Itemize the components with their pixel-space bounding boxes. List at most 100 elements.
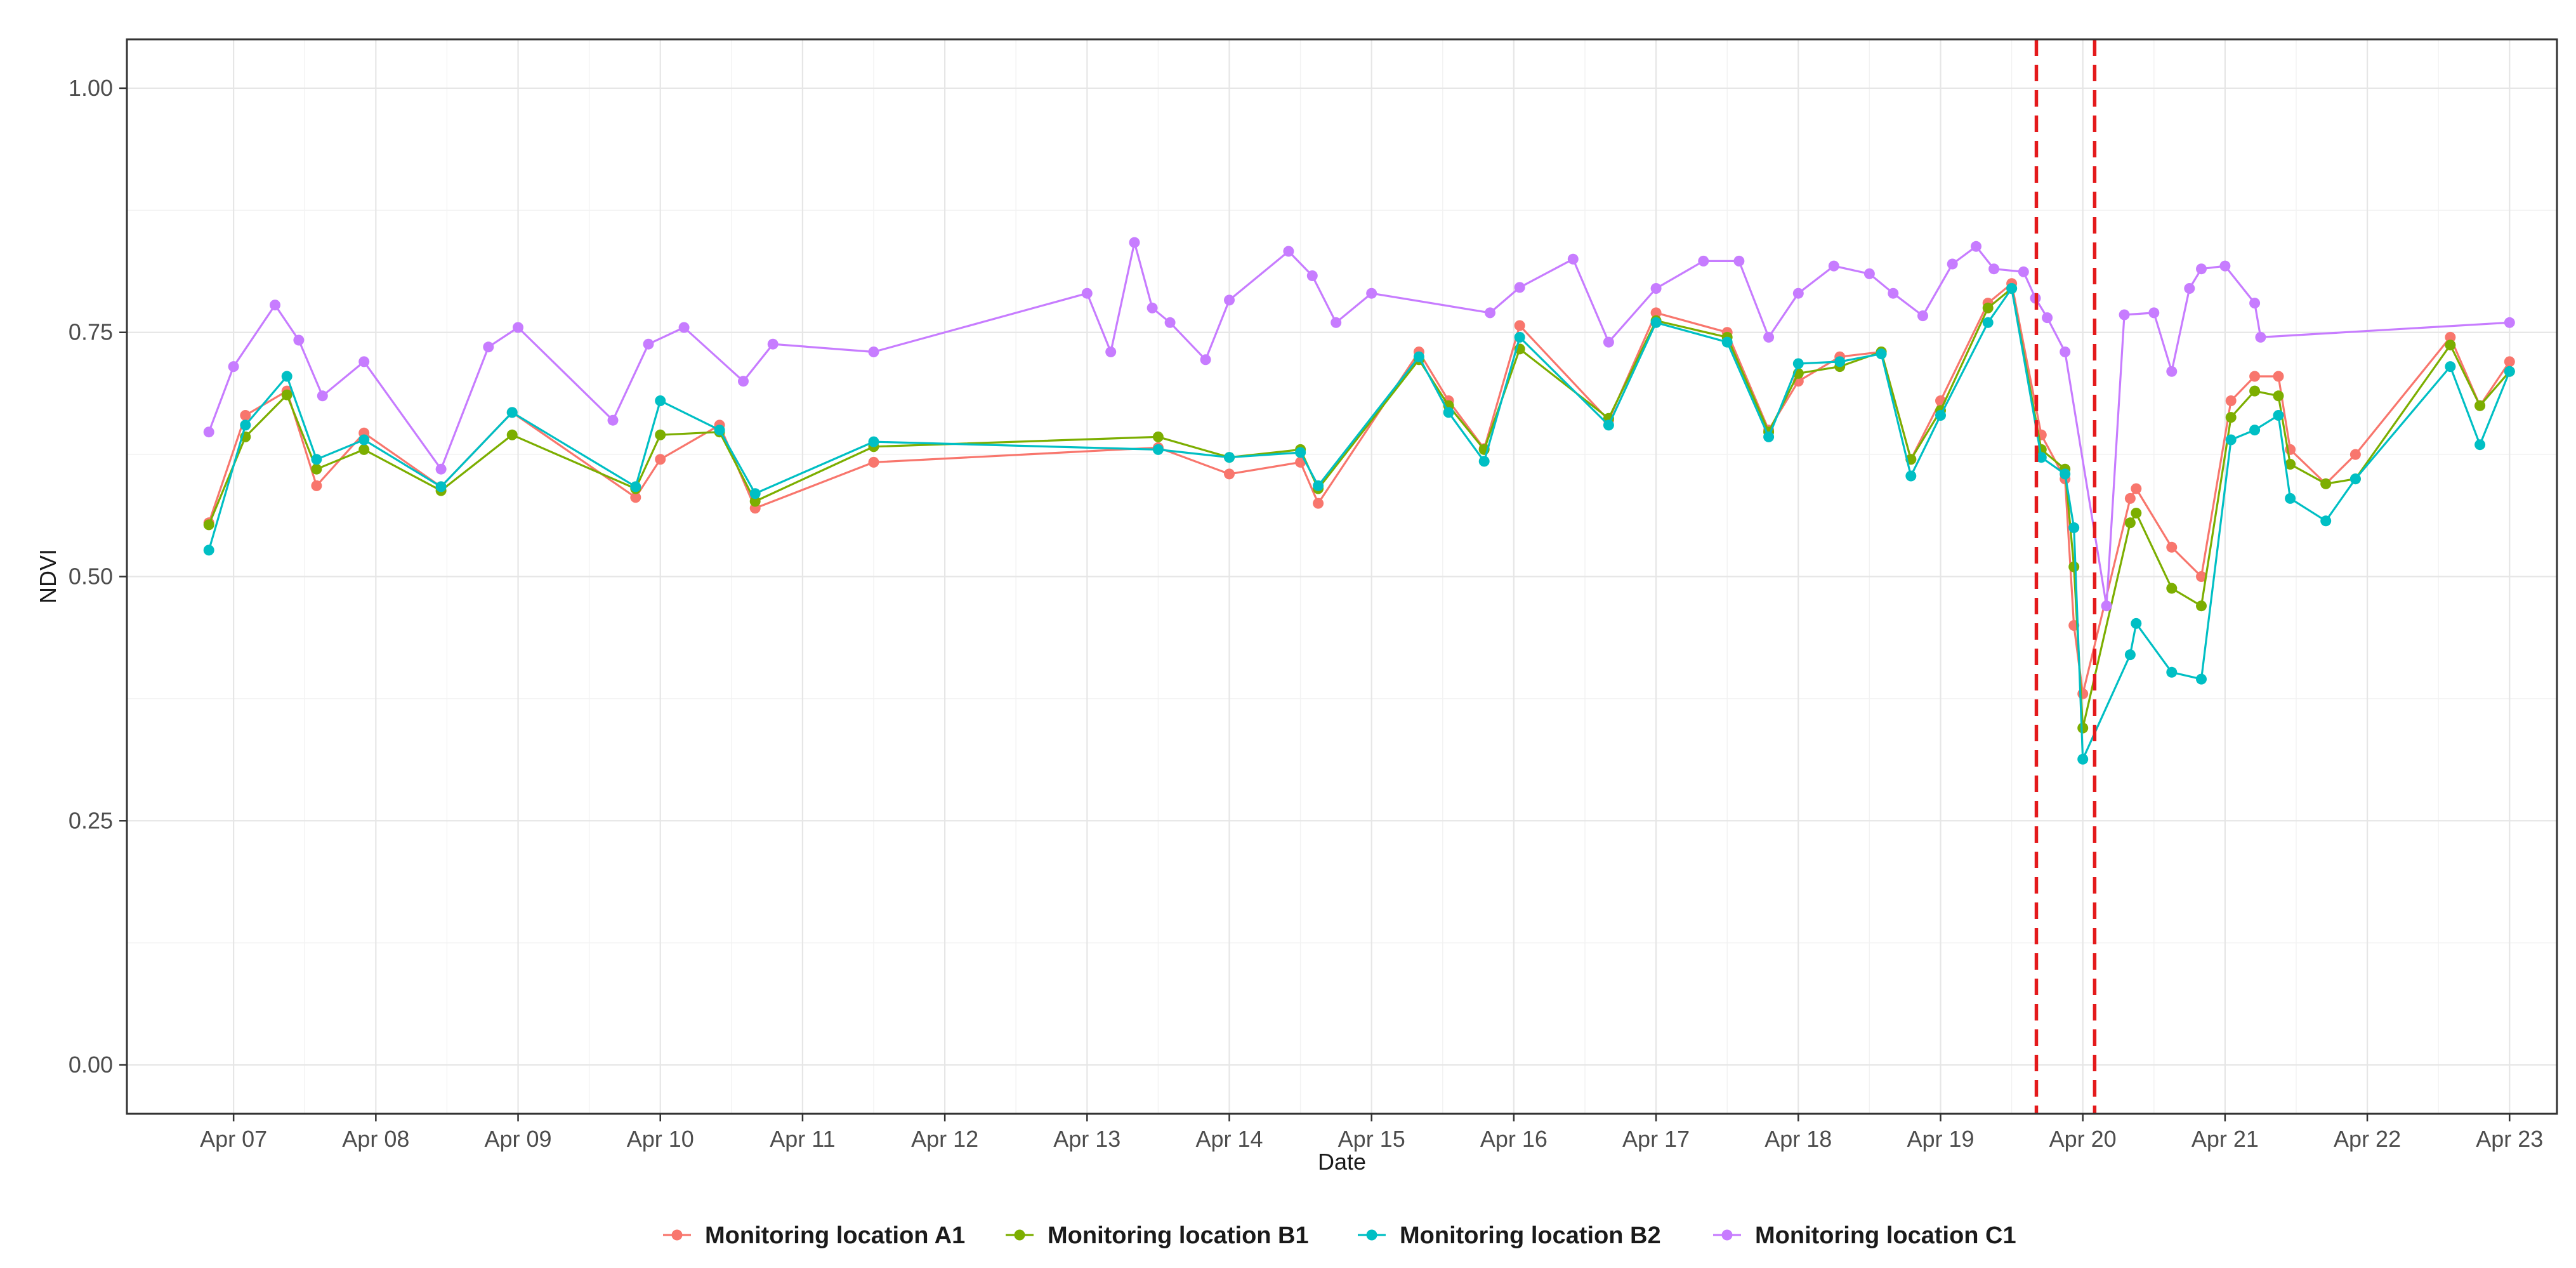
- data-point: [1306, 270, 1318, 281]
- data-point: [2060, 468, 2071, 480]
- data-point: [1650, 283, 1662, 294]
- data-point: [1650, 307, 1662, 319]
- data-point: [293, 334, 305, 346]
- x-tick-label: Apr 23: [2476, 1126, 2543, 1152]
- data-point: [1698, 255, 1709, 267]
- y-axis-title: NDVI: [35, 549, 61, 604]
- data-point: [1478, 456, 1490, 467]
- data-point: [435, 463, 447, 475]
- data-point: [2249, 385, 2261, 397]
- data-point: [1888, 287, 1899, 299]
- data-point: [2225, 412, 2237, 423]
- data-point: [1988, 263, 2000, 275]
- data-point: [2273, 390, 2284, 402]
- x-tick-label: Apr 14: [1195, 1126, 1263, 1152]
- data-point: [2018, 266, 2029, 277]
- data-point: [2349, 449, 2361, 460]
- data-point: [1164, 317, 1176, 328]
- data-point: [607, 414, 619, 426]
- data-point: [1147, 302, 1158, 314]
- data-point: [2474, 439, 2486, 451]
- data-point: [1863, 268, 1875, 279]
- data-point: [2225, 434, 2237, 446]
- data-point: [483, 341, 494, 353]
- data-point: [358, 356, 370, 367]
- data-point: [1081, 287, 1093, 299]
- data-point: [2445, 361, 2456, 373]
- data-point: [281, 371, 292, 382]
- data-point: [2131, 617, 2142, 629]
- data-point: [2124, 649, 2136, 661]
- legend-point-key: [1366, 1229, 1377, 1241]
- data-point: [1200, 354, 1211, 366]
- data-point: [2184, 283, 2195, 294]
- data-point: [2060, 347, 2071, 357]
- data-point: [749, 496, 761, 507]
- data-point: [655, 454, 666, 465]
- legend-point-key: [671, 1229, 683, 1241]
- data-point: [1603, 336, 1614, 348]
- data-point: [203, 426, 214, 438]
- data-point: [506, 407, 518, 418]
- data-point: [868, 436, 879, 447]
- data-point: [2273, 371, 2284, 382]
- data-point: [2148, 307, 2160, 319]
- data-point: [1982, 302, 1994, 314]
- y-tick-label: 0.75: [69, 319, 113, 345]
- y-axis: 0.00 0.25 0.50 0.75 1.00: [69, 75, 127, 1078]
- x-tick-label: Apr 20: [2049, 1126, 2117, 1152]
- data-point: [2285, 459, 2296, 470]
- x-tick-label: Apr 09: [484, 1126, 551, 1152]
- data-point: [2255, 331, 2266, 343]
- data-point: [1413, 351, 1424, 362]
- data-point: [655, 395, 666, 406]
- data-point: [513, 322, 523, 333]
- legend-item: Monitoring location C1: [1713, 1222, 2016, 1249]
- data-point: [2077, 722, 2089, 734]
- legend-label: Monitoring location A1: [705, 1222, 965, 1249]
- data-point: [1152, 444, 1164, 455]
- data-point: [358, 444, 370, 455]
- y-tick-label: 0.50: [69, 564, 113, 590]
- data-point: [2131, 483, 2142, 494]
- data-point: [2006, 283, 2018, 294]
- series-monitoring-location-c1: [203, 237, 2515, 612]
- data-point: [1295, 447, 1306, 458]
- series-monitoring-location-b2: [203, 283, 2515, 765]
- x-tick-label: Apr 13: [1053, 1126, 1120, 1152]
- data-point: [1224, 294, 1235, 306]
- data-point: [2101, 600, 2112, 612]
- data-point: [1834, 356, 1846, 367]
- data-point: [2131, 508, 2142, 518]
- data-point: [2249, 371, 2261, 382]
- data-point: [281, 389, 292, 400]
- data-point: [2068, 522, 2080, 533]
- data-point: [2166, 666, 2178, 678]
- series-line: [207, 282, 2511, 695]
- data-point: [203, 545, 214, 556]
- data-point: [868, 347, 879, 357]
- data-point: [2445, 331, 2456, 343]
- data-point: [2068, 561, 2080, 572]
- data-point: [1792, 287, 1804, 299]
- data-point: [1514, 320, 1525, 331]
- data-point: [2124, 517, 2136, 529]
- y-tick-label: 0.00: [69, 1052, 113, 1078]
- data-point: [1917, 310, 1928, 322]
- x-tick-label: Apr 17: [1622, 1126, 1690, 1152]
- x-tick-label: Apr 18: [1764, 1126, 1832, 1152]
- data-point: [2474, 400, 2486, 411]
- data-point: [1876, 348, 1887, 360]
- data-point: [358, 434, 370, 446]
- data-point: [2349, 473, 2361, 485]
- data-point: [2196, 673, 2207, 685]
- data-point: [2249, 425, 2261, 436]
- data-point: [240, 419, 251, 431]
- data-point: [1763, 331, 1775, 343]
- data-point: [630, 492, 641, 503]
- x-tick-label: Apr 22: [2334, 1126, 2401, 1152]
- data-point: [2166, 541, 2178, 553]
- data-point: [2077, 688, 2089, 699]
- data-point: [2077, 753, 2089, 765]
